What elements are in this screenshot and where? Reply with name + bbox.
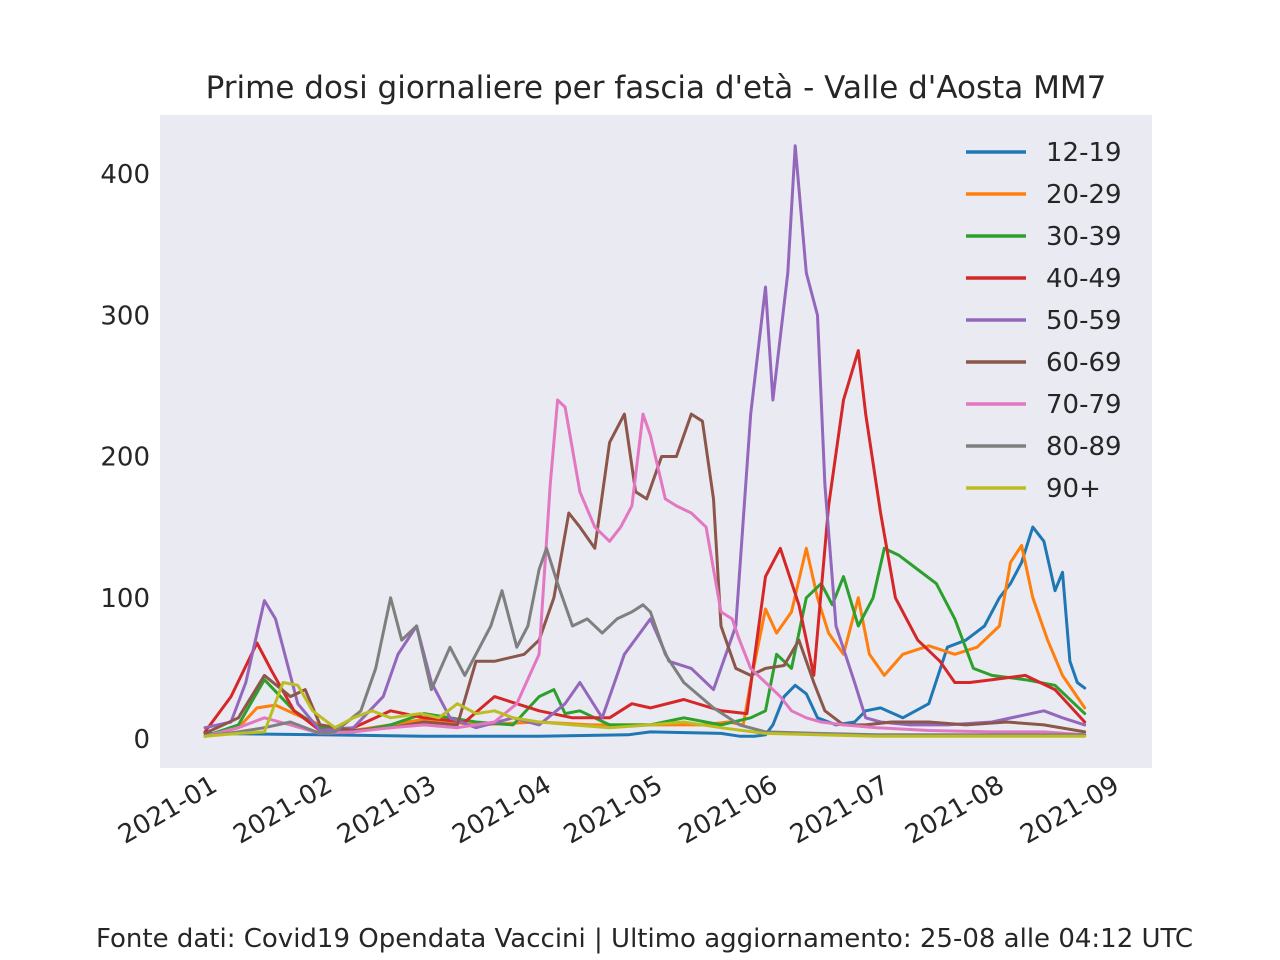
legend-label: 60-69: [1046, 348, 1122, 378]
footer-source-note: Fonte dati: Covid19 Opendata Vaccini | U…: [96, 924, 1194, 954]
x-tick-label: 2021-09: [1015, 770, 1124, 850]
series-line-90+: [203, 681, 1087, 738]
x-tick-label: 2021-05: [559, 770, 668, 850]
series-line-70-79: [203, 398, 1087, 738]
x-tick-label: 2021-03: [332, 770, 441, 850]
x-tick-label: 2021-06: [674, 770, 783, 850]
x-tick-label: 2021-01: [113, 770, 222, 850]
series-line-12-19: [203, 525, 1087, 738]
legend-label: 30-39: [1046, 222, 1122, 252]
x-tick-label: 2021-07: [785, 770, 894, 850]
series-line-30-39: [203, 546, 1087, 738]
x-tick-label: 2021-02: [228, 770, 337, 850]
legend-label: 70-79: [1046, 390, 1122, 420]
series-lines: [203, 144, 1087, 738]
legend-label: 90+: [1046, 474, 1101, 504]
legend-label: 12-19: [1046, 138, 1122, 168]
legend: 12-19 20-29 30-39 40-49 50-59 60-69 70-79 80-89…: [966, 138, 1122, 504]
chart-title: Prime dosi giornaliere per fascia d'età …: [206, 70, 1107, 106]
y-tick-label: 300: [100, 301, 150, 331]
legend-label: 50-59: [1046, 306, 1122, 336]
y-tick-label: 100: [100, 584, 150, 614]
series-line-80-89: [203, 546, 1087, 738]
x-tick-label: 2021-08: [900, 770, 1009, 850]
y-tick-label: 400: [100, 160, 150, 190]
y-axis: 0 100 200 300 400: [100, 160, 150, 755]
x-tick-label: 2021-04: [447, 770, 556, 850]
y-tick-label: 0: [133, 725, 150, 755]
y-tick-label: 200: [100, 443, 150, 473]
plot-area: [160, 115, 1152, 768]
legend-label: 20-29: [1046, 180, 1122, 210]
legend-label: 40-49: [1046, 264, 1122, 294]
legend-label: 80-89: [1046, 432, 1122, 462]
